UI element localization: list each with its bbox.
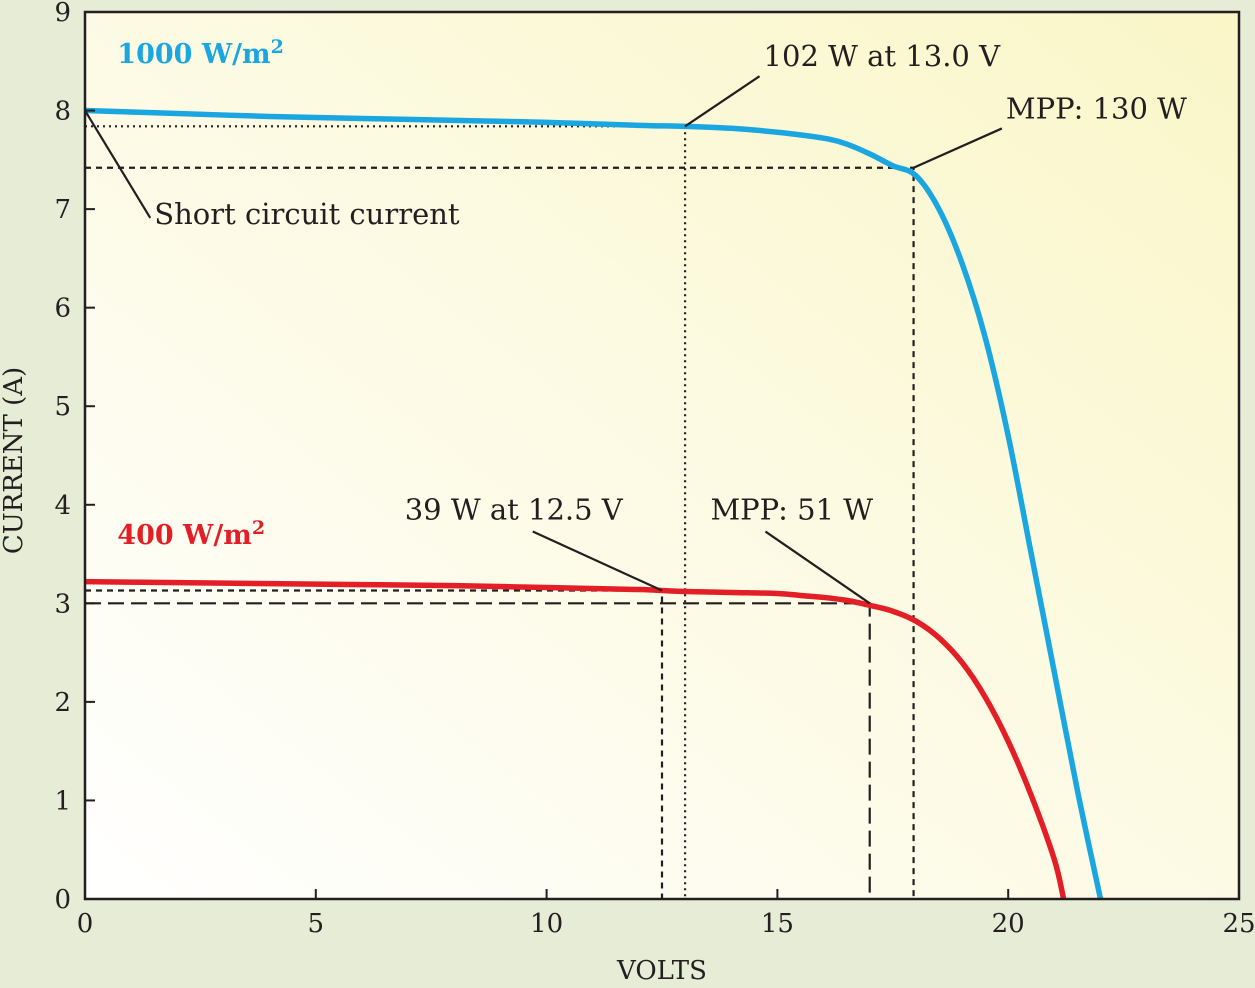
y-axis-title: CURRENT (A) (0, 367, 29, 554)
annotation-leaders (84, 75, 1003, 605)
x-tick-label: 10 (530, 909, 563, 939)
y-tick-label: 7 (54, 195, 71, 225)
y-tick-label: 4 (54, 491, 71, 521)
annotation-label: MPP: 130 W (1006, 91, 1187, 125)
y-tick-label: 8 (54, 97, 71, 127)
series-label: 1000 W/m2 (117, 36, 284, 70)
y-tick-label: 5 (54, 392, 71, 422)
annotation-label: 39 W at 12.5 V (405, 493, 624, 527)
series-line (84, 107, 1104, 900)
annotation-leader (764, 530, 871, 605)
annotation-leader (532, 530, 663, 592)
axis-ticks: 0 5 10 15 20 25 0 1 2 3 4 5 6 7 8 9 (54, 0, 1255, 939)
annotation-label: 102 W at 13.0 V (764, 39, 1002, 73)
x-tick-label: 5 (308, 909, 325, 939)
plot-frame (83, 10, 1241, 901)
series-line (84, 578, 1067, 900)
y-tick-label: 0 (54, 885, 71, 915)
y-tick-label: 1 (54, 786, 71, 816)
annotation-leader (913, 127, 1003, 169)
y-tick-label: 3 (54, 589, 71, 619)
annotation-label: MPP: 51 W (710, 493, 873, 527)
y-tick-label: 2 (54, 688, 71, 718)
annotation-label: Short circuit current (154, 197, 460, 231)
x-tick-label: 20 (992, 909, 1025, 939)
annotation-leader (84, 109, 152, 219)
x-axis-title: VOLTS (616, 956, 707, 984)
x-tick-label: 25 (1222, 909, 1255, 939)
series-lines (84, 107, 1104, 900)
text-labels: VOLTS CURRENT (A) 1000 W/m2 400 W/m2 Short… (0, 36, 1187, 986)
y-tick-label: 9 (54, 0, 71, 28)
x-tick-label: 0 (77, 909, 94, 939)
series-label: 400 W/m2 (117, 517, 265, 551)
reference-line (85, 166, 915, 899)
x-tick-label: 15 (761, 909, 794, 939)
y-tick-label: 6 (54, 294, 71, 324)
annotation-leader (684, 75, 761, 128)
